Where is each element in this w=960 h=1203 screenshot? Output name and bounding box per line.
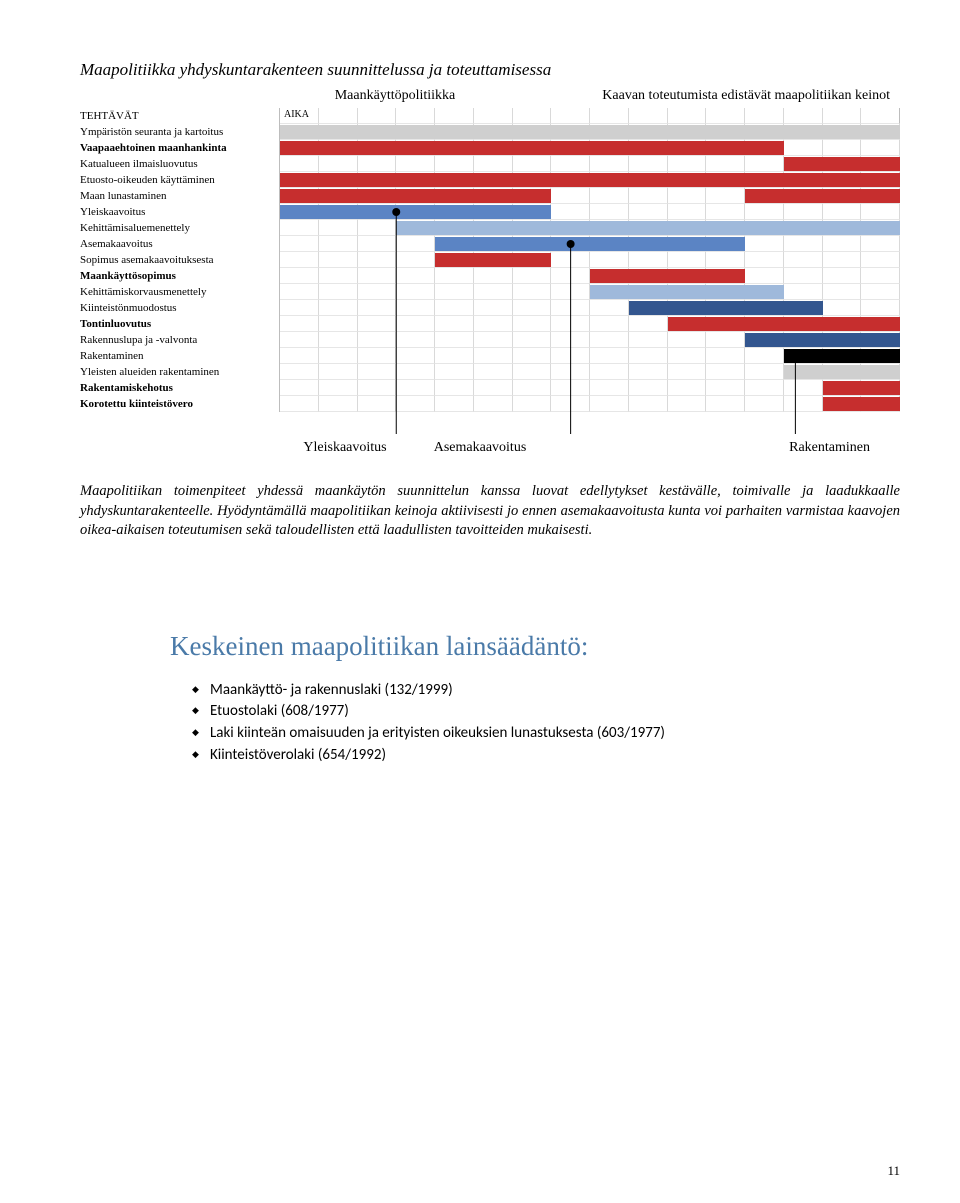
gantt-bar [590,269,745,283]
page-number: 11 [887,1163,900,1179]
gantt-chart: TEHTÄVÄTAIKAYmpäristön seuranta ja karto… [80,108,900,412]
top-label-a: Maankäyttöpolitiikka [280,88,510,104]
gantt-row-label: Sopimus asemakaavoituksesta [80,252,280,268]
gantt-bar [668,317,901,331]
gantt-bar [823,381,901,395]
gantt-bar [435,237,745,251]
bottom-label-2: Asemakaavoitus [410,440,550,456]
gantt-bar [396,221,900,235]
chart-top-labels: Maankäyttöpolitiikka Kaavan toteutumista… [80,88,900,104]
gantt-bar [280,189,551,203]
gantt-row-label: Korotettu kiinteistövero [80,396,280,412]
gantt-bar [784,157,900,171]
chart-title: Maapolitiikka yhdyskuntarakenteen suunni… [80,60,900,80]
gantt-row-label: Kehittämiskorvausmenettely [80,284,280,300]
gantt-row-label: Tontinluovutus [80,316,280,332]
gantt-row-label: Ympäristön seuranta ja kartoitus [80,124,280,140]
gantt-bar [435,253,551,267]
gantt-row-label: Katualueen ilmaisluovutus [80,156,280,172]
gantt-row-label: Kiinteistönmuodostus [80,300,280,316]
gantt-bar [823,397,901,411]
chart-caption: Maapolitiikan toimenpiteet yhdessä maank… [80,482,900,541]
gantt-bar [280,173,900,187]
legislation-section: Keskeinen maapolitiikan lainsäädäntö: Ma… [170,631,840,767]
gantt-row-label: Kehittämisaluemenettely [80,220,280,236]
top-label-b: Kaavan toteutumista edistävät maapolitii… [510,88,900,104]
gantt-bar [745,333,900,347]
gantt-row-label: Rakentaminen [80,348,280,364]
gantt-row-label: Rakennuslupa ja -valvonta [80,332,280,348]
gantt-row-label: Asemakaavoitus [80,236,280,252]
gantt-bar [745,189,900,203]
gantt-row-label: Etuosto-oikeuden käyttäminen [80,172,280,188]
legislation-item: Maankäyttö- ja rakennuslaki (132/1999) [192,680,840,702]
gantt-bar [280,205,551,219]
gantt-bar [784,365,900,379]
gantt-bar [629,301,823,315]
bottom-label-3: Rakentaminen [550,440,900,456]
gantt-row-label: Vaapaaehtoinen maanhankinta [80,140,280,156]
chart-bottom-labels: Yleiskaavoitus Asemakaavoitus Rakentamin… [80,440,900,456]
legislation-list: Maankäyttö- ja rakennuslaki (132/1999)Et… [192,680,840,767]
gantt-bar [280,125,900,139]
gantt-row-label: Maan lunastaminen [80,188,280,204]
bottom-label-1: Yleiskaavoitus [280,440,410,456]
gantt-bar [590,285,784,299]
gantt-header-left: TEHTÄVÄT [80,108,280,124]
gantt-row-label: Yleisten alueiden rakentaminen [80,364,280,380]
legislation-item: Kiinteistöverolaki (654/1992) [192,745,840,767]
gantt-row-label: Maankäyttösopimus [80,268,280,284]
gantt-bar [784,349,900,363]
legislation-title: Keskeinen maapolitiikan lainsäädäntö: [170,631,840,662]
gantt-bar [280,141,784,155]
legislation-item: Laki kiinteän omaisuuden ja erityisten o… [192,723,840,745]
gantt-row-label: Rakentamiskehotus [80,380,280,396]
gantt-row-label: Yleiskaavoitus [80,204,280,220]
legislation-item: Etuostolaki (608/1977) [192,701,840,723]
